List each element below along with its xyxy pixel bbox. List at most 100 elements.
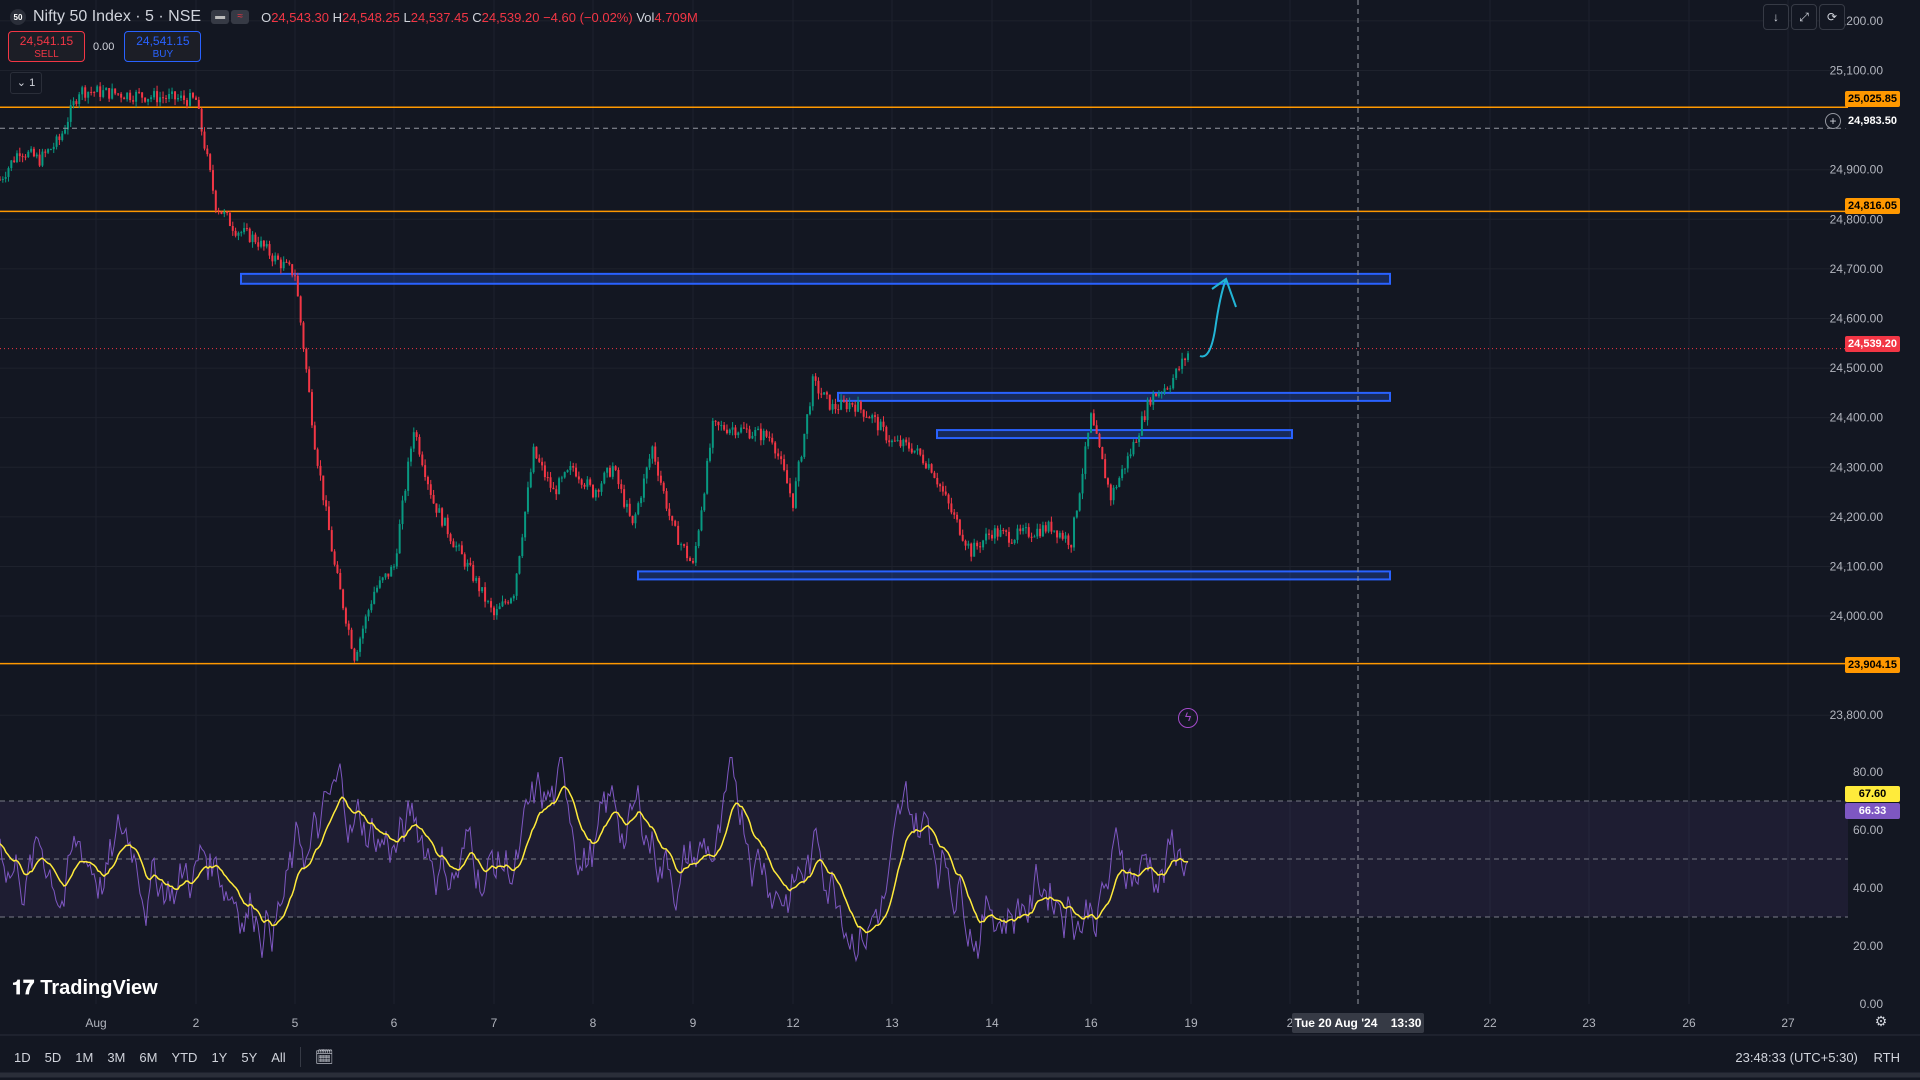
lightning-icon[interactable]: ϟ: [1178, 708, 1198, 728]
candle-body: [87, 91, 90, 98]
candle-body: [271, 255, 274, 262]
candle-body: [150, 97, 153, 99]
candle-body: [15, 153, 18, 163]
candle-body: [333, 551, 336, 565]
candle-body: [61, 133, 64, 141]
candle-body: [463, 554, 466, 567]
compare-icon[interactable]: ≈: [231, 10, 250, 24]
calendar-icon[interactable]: 🗓: [314, 1049, 334, 1066]
candle-body: [1169, 388, 1172, 390]
candle-body: [862, 409, 865, 417]
candle-body: [674, 520, 677, 526]
candle-body: [725, 429, 728, 434]
candle-body: [231, 225, 234, 231]
settings-toggle-icon[interactable]: ⟳: [1819, 4, 1845, 30]
candle-body: [174, 91, 177, 100]
candle-body: [659, 475, 662, 483]
candle-body: [4, 176, 7, 179]
candle-body: [657, 461, 660, 476]
x-tick-label: 19: [1184, 1016, 1198, 1030]
candle-body: [988, 533, 991, 535]
candle-body: [521, 537, 524, 557]
tradingview-logo[interactable]: 𝟏𝟕 TradingView: [12, 977, 158, 1000]
toolbar-divider: [299, 1047, 301, 1067]
candle-body: [759, 428, 762, 441]
candle-body: [634, 514, 637, 524]
period-1m[interactable]: 1M: [75, 1049, 94, 1065]
candle-body: [919, 448, 922, 455]
candle-body: [367, 610, 370, 617]
candle-body: [96, 86, 99, 93]
candle-body: [1095, 425, 1098, 434]
candle-body: [623, 489, 626, 507]
indicators-collapse-button[interactable]: ⌄ 1: [10, 72, 42, 94]
candle-body: [910, 448, 913, 453]
candle-body: [665, 491, 668, 509]
add-alert-icon[interactable]: +: [1825, 113, 1841, 129]
candle-body: [144, 97, 147, 102]
candle-body: [800, 456, 803, 462]
candle-body: [723, 425, 726, 430]
candle-body: [637, 503, 640, 515]
candle-body: [279, 259, 282, 269]
download-icon[interactable]: ↓: [1763, 4, 1789, 30]
candle-body: [268, 244, 271, 256]
candle-body: [953, 512, 956, 515]
candle-body: [0, 179, 1, 181]
candle-body: [359, 638, 362, 652]
symbol-title[interactable]: Nifty 50 Index · 5 · NSE: [33, 8, 202, 25]
candle-body: [1013, 539, 1016, 544]
candle-body: [35, 154, 38, 157]
candle-body: [717, 421, 720, 426]
y-tick-label: 24,800.00: [1830, 212, 1884, 226]
period-1y[interactable]: 1Y: [211, 1049, 228, 1065]
ohlc-l-label: L: [403, 9, 411, 25]
period-5d[interactable]: 5D: [44, 1049, 62, 1065]
candle-body: [549, 477, 552, 488]
candle-body: [162, 97, 165, 99]
candle-body: [651, 446, 654, 459]
candle-body: [1081, 473, 1084, 494]
period-5y[interactable]: 5Y: [241, 1049, 258, 1065]
period-6m[interactable]: 6M: [139, 1049, 158, 1065]
candle-body: [765, 430, 768, 437]
candle-body: [1010, 542, 1013, 544]
clock[interactable]: 23:48:33 (UTC+5:30) RTH: [1735, 1050, 1900, 1065]
candle-body: [153, 91, 156, 98]
osc-tick-label: 60.00: [1853, 823, 1883, 837]
candle-body: [831, 404, 834, 410]
candle-body: [387, 573, 390, 577]
trade-buttons: 24,541.15 SELL 0.00 24,541.15 BUY: [8, 31, 202, 62]
candle-body: [1163, 388, 1166, 393]
period-all[interactable]: All: [271, 1049, 286, 1065]
x-tick-label: 14: [985, 1016, 999, 1030]
period-ytd[interactable]: YTD: [171, 1049, 198, 1065]
ohlc-high: 24,548.25: [342, 9, 400, 25]
sell-button[interactable]: 24,541.15 SELL: [8, 31, 85, 62]
x-tick-label: 22: [1483, 1016, 1497, 1030]
period-3m[interactable]: 3M: [107, 1049, 126, 1065]
maximize-icon[interactable]: ⤢: [1791, 4, 1817, 30]
candle-body: [1041, 525, 1044, 537]
candle-body: [1005, 530, 1008, 532]
candle-body: [851, 402, 854, 405]
candle-body: [611, 466, 614, 477]
ohlc-close: 24,539.20: [481, 9, 540, 25]
candle-body: [714, 420, 717, 422]
candle-body: [706, 460, 709, 494]
hide-icon[interactable]: ▬: [211, 10, 230, 24]
indicator-count: 1: [29, 77, 36, 89]
candle-body: [1118, 478, 1121, 487]
candle-body: [1090, 413, 1092, 433]
candle-body: [452, 541, 455, 548]
candle-body: [282, 261, 285, 269]
candle-body: [69, 105, 72, 122]
settings-gear-icon[interactable]: ⚙: [1874, 1013, 1888, 1029]
crosshair-time: 13:30: [1390, 1016, 1422, 1030]
period-1d[interactable]: 1D: [14, 1049, 31, 1065]
session-label[interactable]: RTH: [1873, 1050, 1900, 1065]
buy-button[interactable]: 24,541.15 BUY: [124, 31, 202, 62]
ohlc-h-label: H: [332, 9, 343, 25]
